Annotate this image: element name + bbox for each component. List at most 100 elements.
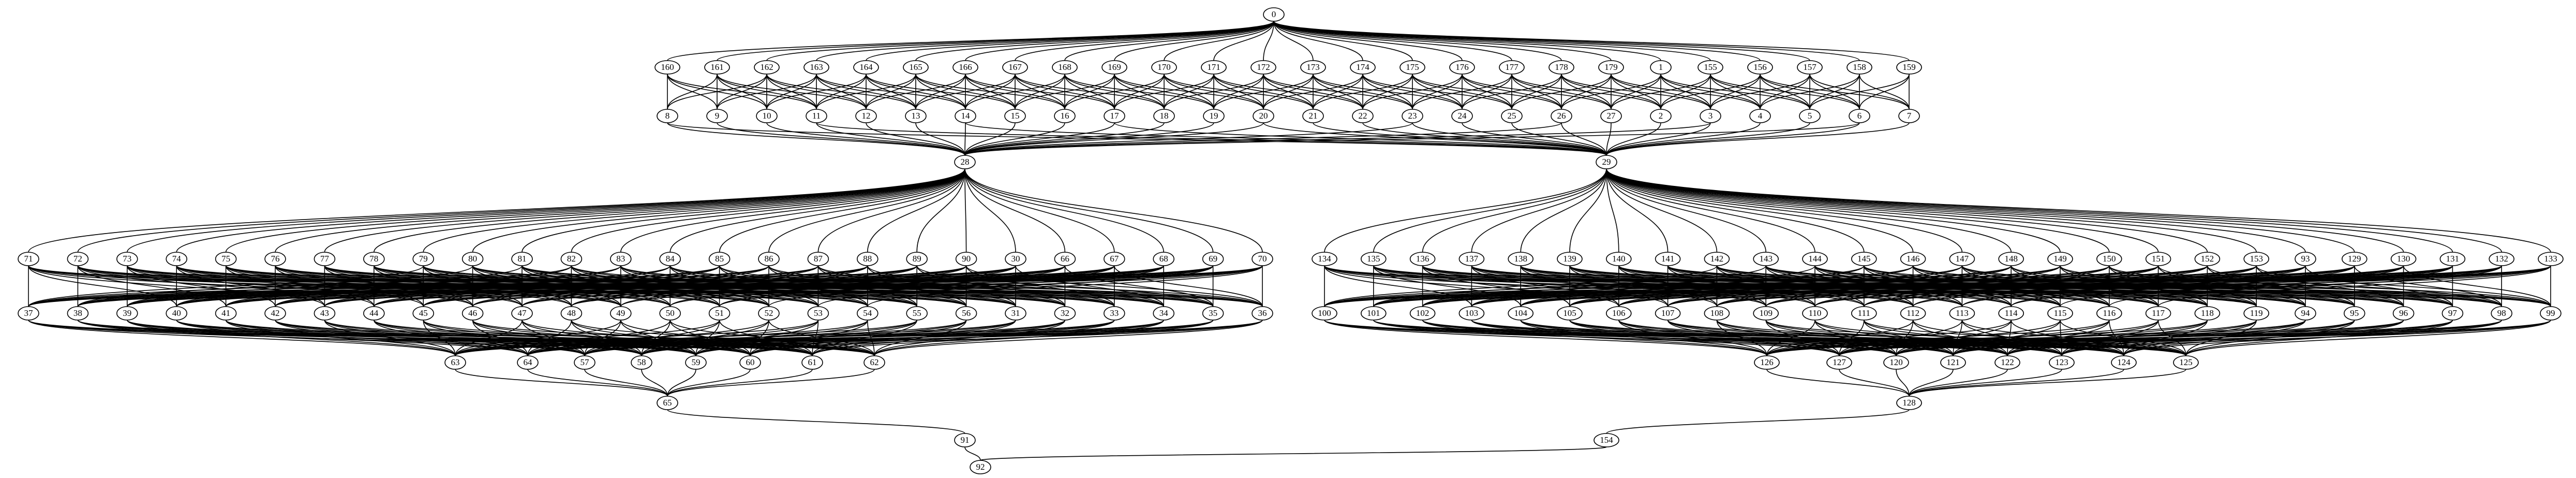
- node-ellipse: [631, 355, 652, 370]
- graph-edge: [1520, 265, 2502, 307]
- node-ellipse: [754, 60, 780, 75]
- node-label: 26: [1557, 111, 1566, 121]
- node-ellipse: [1312, 252, 1337, 266]
- node-ellipse: [1104, 306, 1125, 321]
- graph-node-166: 166: [952, 60, 978, 75]
- graph-node-101: 101: [1361, 306, 1387, 321]
- node-label: 21: [1309, 111, 1318, 121]
- graph-edge: [667, 369, 696, 397]
- graph-node-55: 55: [906, 306, 928, 321]
- graph-node-108: 108: [1704, 306, 1730, 321]
- graph-node-63: 63: [444, 355, 466, 370]
- graph-node-47: 47: [511, 306, 533, 321]
- graph-node-24: 24: [1451, 109, 1473, 123]
- graph-node-145: 145: [1851, 252, 1877, 266]
- graph-node-28: 28: [954, 155, 976, 169]
- node-ellipse: [758, 252, 780, 266]
- graph-node-60: 60: [739, 355, 761, 370]
- node-ellipse: [1650, 60, 1672, 75]
- node-label: 171: [1207, 62, 1220, 72]
- graph-edge: [455, 320, 720, 356]
- node-label: 74: [172, 254, 182, 264]
- graph-node-135: 135: [1361, 252, 1387, 266]
- node-ellipse: [2243, 306, 2270, 321]
- graph-edge: [1606, 168, 1766, 253]
- graph-edge: [1273, 21, 1314, 61]
- node-ellipse: [1054, 252, 1076, 266]
- graph-node-179: 179: [1598, 60, 1624, 75]
- graph-edge: [1766, 320, 2404, 356]
- node-label: 76: [271, 254, 280, 264]
- graph-node-119: 119: [2243, 306, 2270, 321]
- node-ellipse: [1940, 355, 1966, 370]
- node-ellipse: [1203, 109, 1225, 123]
- graph-edge: [1606, 168, 1865, 253]
- graph-edge: [641, 320, 671, 356]
- graph-node-41: 41: [215, 306, 237, 321]
- node-ellipse: [1252, 252, 1273, 266]
- node-ellipse: [610, 252, 632, 266]
- graph-edge: [1569, 265, 2551, 307]
- node-label: 168: [1058, 62, 1071, 72]
- graph-node-161: 161: [704, 60, 730, 75]
- graph-edge: [1462, 74, 1512, 110]
- graph-edge: [964, 168, 1115, 253]
- graph-edge: [965, 74, 1016, 110]
- node-ellipse: [1151, 60, 1177, 75]
- node-ellipse: [1153, 109, 1175, 123]
- node-label: 71: [24, 254, 33, 264]
- graph-node-39: 39: [116, 306, 138, 321]
- graph-edge: [965, 21, 1274, 61]
- node-label: 48: [567, 308, 576, 318]
- graph-node-70: 70: [1252, 252, 1273, 266]
- node-ellipse: [1312, 306, 1337, 321]
- graph-node-160: 160: [654, 60, 680, 75]
- node-label: 43: [320, 308, 329, 318]
- graph-edge: [1766, 320, 1914, 356]
- node-label: 60: [746, 357, 755, 367]
- node-label: 36: [1258, 308, 1267, 318]
- node-label: 64: [524, 357, 533, 367]
- node-ellipse: [2491, 306, 2513, 321]
- node-label: 46: [468, 308, 477, 318]
- node-label: 75: [221, 254, 230, 264]
- graph-node-148: 148: [1998, 252, 2024, 266]
- graph-node-89: 89: [906, 252, 928, 266]
- node-ellipse: [2439, 252, 2466, 266]
- graph-node-49: 49: [610, 306, 632, 321]
- node-ellipse: [1949, 306, 1975, 321]
- node-label: 8: [665, 111, 670, 121]
- node-ellipse: [1449, 60, 1475, 75]
- graph-edge: [1263, 74, 1314, 110]
- node-ellipse: [1409, 252, 1436, 266]
- graph-node-11: 11: [806, 109, 827, 123]
- node-label: 52: [765, 308, 773, 318]
- node-ellipse: [1252, 306, 1273, 321]
- node-label: 18: [1160, 111, 1169, 121]
- node-label: 39: [123, 308, 131, 318]
- graph-edge: [1765, 265, 2453, 307]
- node-label: 11: [812, 111, 821, 121]
- graph-edge: [620, 320, 696, 356]
- graph-node-44: 44: [363, 306, 385, 321]
- graph-edge: [1273, 21, 1661, 61]
- graph-edge: [816, 74, 867, 110]
- graph-edge: [1273, 21, 1910, 61]
- graph-node-97: 97: [2441, 306, 2464, 321]
- graph-node-77: 77: [314, 252, 336, 266]
- graph-edge: [1766, 320, 2502, 356]
- node-ellipse: [1655, 306, 1681, 321]
- node-label: 125: [2179, 357, 2193, 367]
- node-label: 50: [666, 308, 675, 318]
- node-ellipse: [574, 355, 595, 370]
- node-ellipse: [517, 355, 539, 370]
- graph-edge: [2157, 265, 2551, 307]
- node-label: 61: [808, 357, 817, 367]
- node-ellipse: [2243, 252, 2270, 266]
- node-ellipse: [1002, 60, 1028, 75]
- node-ellipse: [560, 252, 583, 266]
- graph-node-147: 147: [1949, 252, 1975, 266]
- node-label: 62: [870, 357, 879, 367]
- node-ellipse: [166, 252, 188, 266]
- graph-edge: [1618, 320, 1767, 356]
